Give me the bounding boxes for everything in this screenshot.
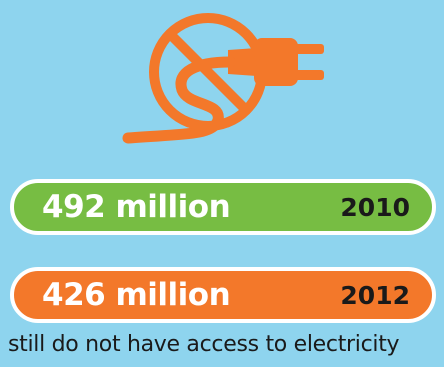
- stat-year: 2012: [340, 281, 410, 310]
- stat-amount: 426 million: [42, 277, 231, 313]
- stat-amount: 492 million: [42, 189, 231, 225]
- caption-text: still do not have access to electricity: [8, 332, 400, 357]
- no-plug-icon: [122, 13, 324, 144]
- stat-year: 2010: [340, 193, 410, 222]
- stat-2012-bar: 426 million 2012: [10, 267, 436, 323]
- no-electricity-icon: [118, 10, 338, 160]
- stat-2010-bar: 492 million 2010: [10, 179, 436, 235]
